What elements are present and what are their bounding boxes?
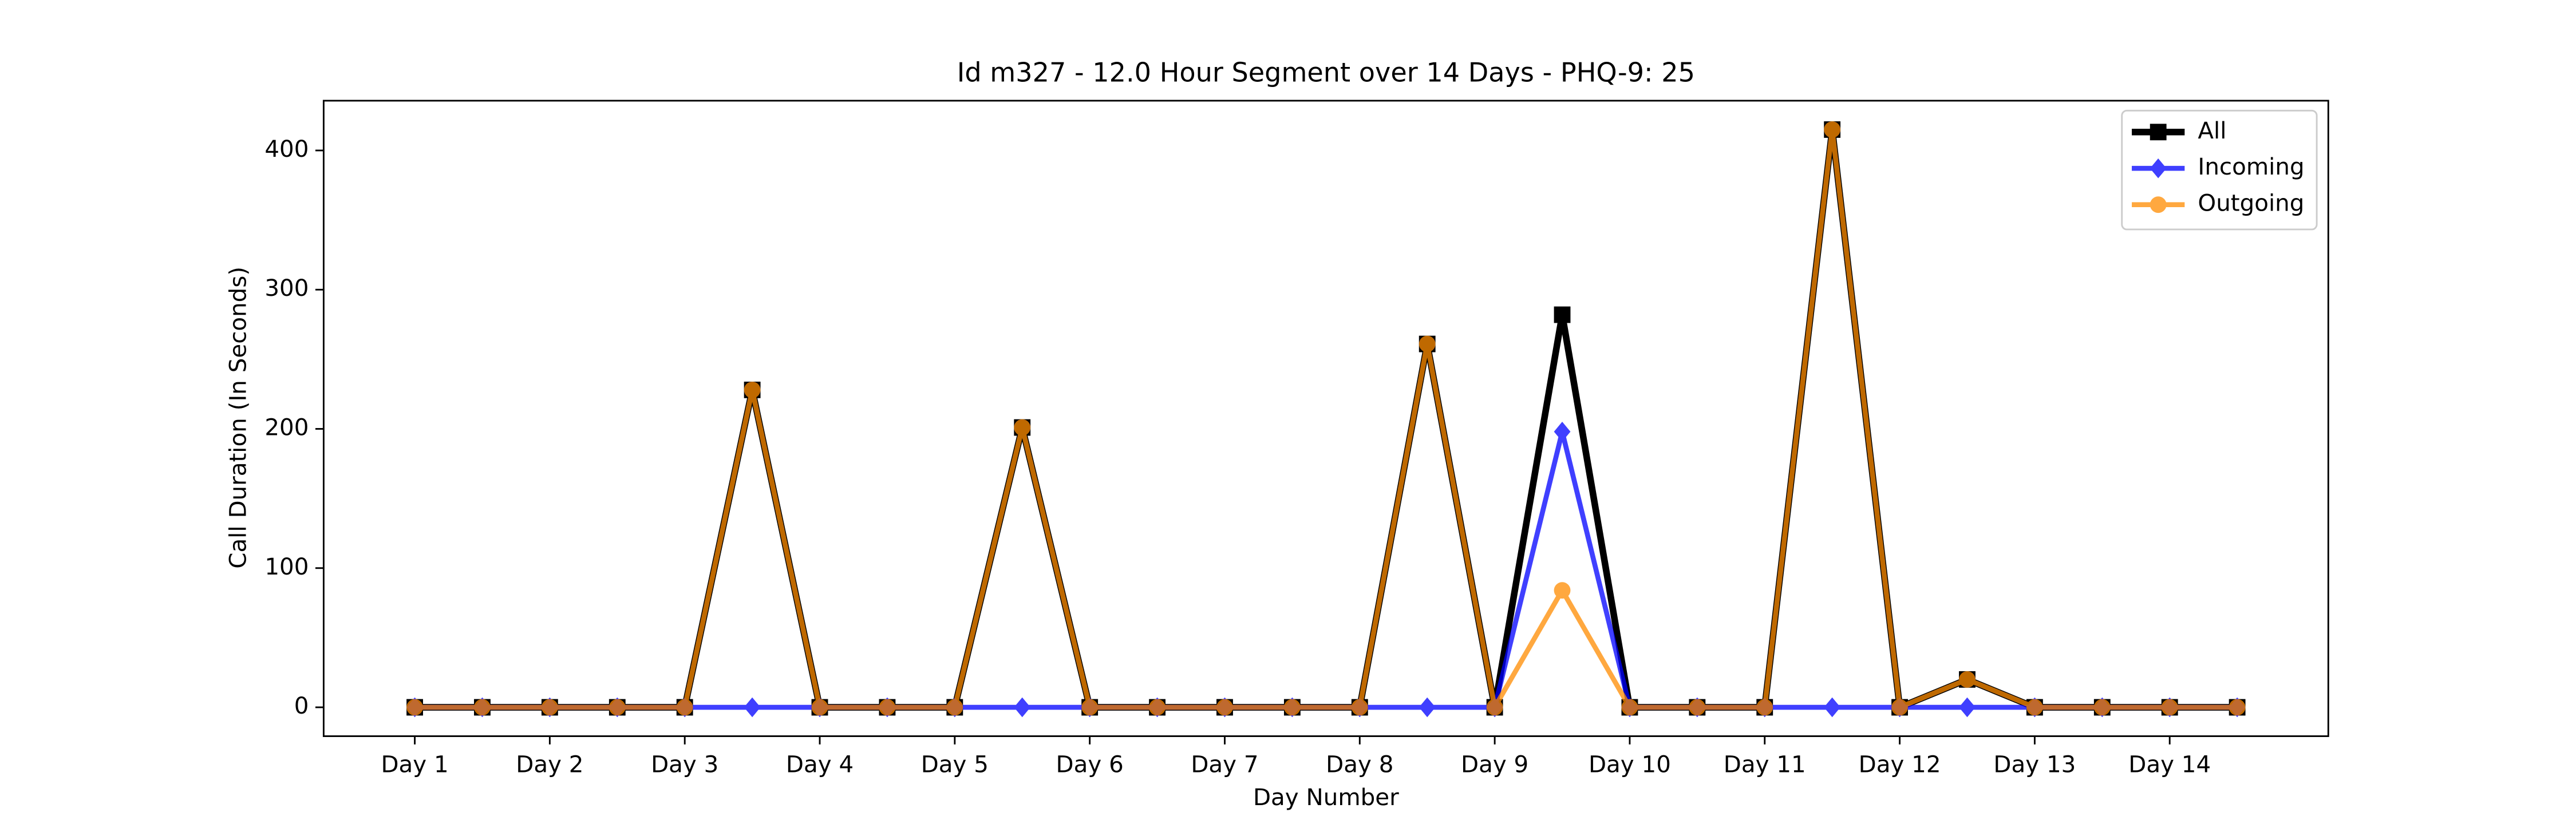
marker (1621, 699, 1638, 716)
marker (879, 699, 896, 716)
x-axis-label: Day Number (1253, 784, 1399, 811)
marker (1554, 422, 1571, 442)
chart-title: Id m327 - 12.0 Hour Segment over 14 Days… (957, 57, 1695, 88)
marker (2229, 699, 2246, 716)
marker (1689, 699, 1706, 716)
legend-label: Incoming (2198, 153, 2304, 180)
marker (1959, 671, 1976, 688)
marker (1554, 582, 1571, 599)
x-tick-label: Day 7 (1191, 751, 1258, 778)
marker (2026, 699, 2043, 716)
marker (811, 699, 828, 716)
marker (1283, 699, 1301, 716)
marker (676, 699, 693, 716)
marker (541, 699, 558, 716)
y-axis-label: Call Duration (In Seconds) (224, 267, 251, 569)
marker (1419, 697, 1436, 718)
x-tick-label: Day 1 (381, 751, 448, 778)
x-tick-label: Day 13 (1993, 751, 2076, 778)
marker (744, 697, 761, 718)
marker (609, 699, 626, 716)
x-tick-label: Day 11 (1724, 751, 1806, 778)
x-tick-label: Day 9 (1461, 751, 1528, 778)
x-tick-label: Day 5 (921, 751, 989, 778)
marker (1554, 306, 1571, 323)
legend-label: Outgoing (2198, 190, 2304, 217)
y-tick-label: 0 (294, 692, 309, 719)
x-tick-label: Day 8 (1326, 751, 1393, 778)
marker (1824, 121, 1841, 138)
marker (474, 699, 491, 716)
y-tick-label: 100 (264, 553, 309, 580)
marker (1891, 699, 1909, 716)
y-tick-label: 400 (264, 136, 309, 163)
legend: All Incoming Outgoing (2121, 109, 2318, 231)
marker (2093, 699, 2111, 716)
marker (1149, 699, 1165, 716)
marker (744, 381, 761, 398)
marker (1216, 699, 1233, 716)
legend-marker (2150, 124, 2167, 141)
marker (406, 699, 423, 716)
marker (1014, 697, 1031, 718)
marker (946, 699, 963, 716)
marker (2161, 699, 2178, 716)
marker (1014, 419, 1031, 436)
legend-entry (2132, 196, 2185, 213)
legend-box (2121, 109, 2318, 231)
marker (1824, 697, 1841, 718)
plot-frame (322, 100, 2329, 737)
x-tick-label: Day 6 (1056, 751, 1124, 778)
legend-marker (2150, 196, 2167, 213)
x-tick-label: Day 12 (1859, 751, 1941, 778)
marker (1486, 699, 1503, 716)
x-tick-label: Day 14 (2128, 751, 2211, 778)
x-tick-label: Day 2 (516, 751, 583, 778)
x-tick-label: Day 4 (786, 751, 854, 778)
x-tick-label: Day 10 (1589, 751, 1671, 778)
series (406, 121, 2246, 716)
y-tick-label: 200 (264, 414, 309, 441)
marker (1756, 699, 1773, 716)
marker (1081, 699, 1099, 716)
legend-entry (2132, 124, 2185, 141)
marker (1351, 699, 1368, 716)
y-tick-label: 300 (264, 275, 309, 302)
x-tick-label: Day 3 (651, 751, 718, 778)
marker (1419, 335, 1436, 352)
legend-label: All (2198, 117, 2226, 144)
line (414, 127, 2238, 710)
marker (1959, 697, 1976, 718)
